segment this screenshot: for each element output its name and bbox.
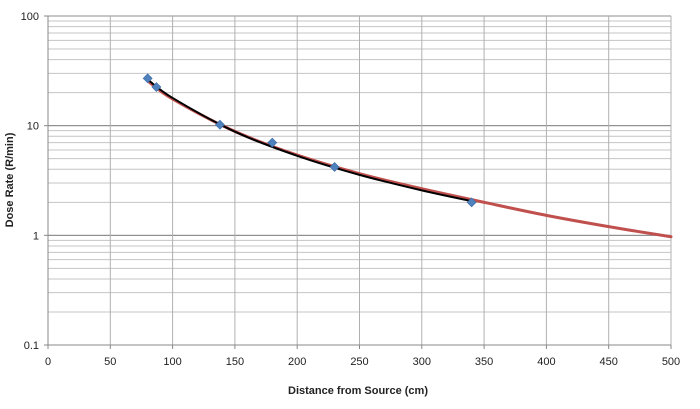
tick-labels: 0 50 100 150 200 250 300 350 400 450 500 0.1 1 10 100 [21,11,681,368]
data-point-marker [215,119,225,130]
x-tick-label: 200 [288,356,306,368]
x-tick-label: 350 [475,356,493,368]
x-tick-label: 400 [537,356,555,368]
x-tick-label: 0 [45,356,51,368]
y-tick-label: 1 [33,230,39,242]
y-tick-label: 0.1 [24,340,39,352]
x-tick-label: 250 [350,356,368,368]
data-point-marker [466,197,477,208]
y-tick-label: 100 [21,11,39,23]
data-point-marker [329,162,340,172]
y-tick-label: 10 [27,121,39,133]
data-point-marker [267,137,278,148]
x-tick-label: 150 [226,356,244,368]
gridlines [47,15,672,346]
fit-line-black [146,78,473,203]
y-axis-title: Dose Rate (R/min) [4,132,16,227]
x-axis-title: Distance from Source (cm) [288,385,428,397]
x-tick-label: 100 [163,356,181,368]
x-tick-label: 300 [413,356,431,368]
series-layer [142,73,673,239]
data-point-marker [142,73,153,84]
x-tick-label: 500 [662,356,680,368]
axes [44,15,672,349]
x-tick-label: 450 [600,356,618,368]
x-tick-label: 50 [104,356,116,368]
data-point-marker [151,82,162,92]
